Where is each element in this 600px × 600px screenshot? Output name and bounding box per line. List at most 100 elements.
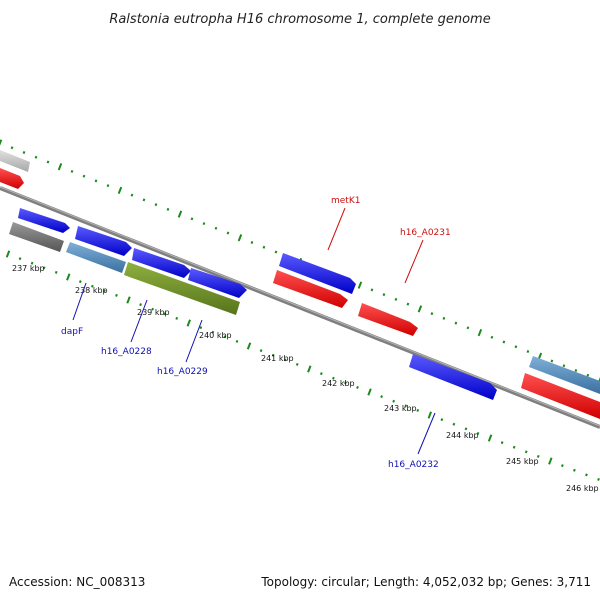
- outer-minor-tick: [274, 250, 278, 254]
- outer-minor-tick: [262, 245, 266, 249]
- inner-minor-tick: [356, 385, 359, 389]
- inner-major-tick: [487, 434, 493, 442]
- inner-minor-tick: [259, 349, 263, 353]
- outer-major-tick: [177, 210, 183, 218]
- scale-label: 244 kbp: [446, 431, 479, 440]
- inner-major-tick: [186, 319, 191, 327]
- outer-minor-tick: [430, 312, 434, 316]
- gene-feature-steel[interactable]: [66, 242, 126, 273]
- inner-minor-tick: [452, 422, 456, 426]
- inner-minor-tick: [585, 473, 588, 477]
- inner-minor-tick: [561, 464, 564, 468]
- gene-feature-red[interactable]: [521, 373, 600, 419]
- outer-minor-tick: [202, 222, 206, 226]
- outer-minor-tick: [214, 226, 218, 230]
- outer-major-tick: [357, 281, 363, 289]
- scale-label: 237 kbp: [12, 264, 45, 273]
- inner-minor-tick: [90, 284, 94, 288]
- gene-feature-steel[interactable]: [529, 356, 600, 394]
- outer-minor-tick: [466, 326, 470, 330]
- outer-minor-tick: [34, 155, 38, 159]
- scale-label: 243 kbp: [384, 404, 417, 413]
- inner-minor-tick: [476, 431, 480, 435]
- inner-minor-tick: [404, 404, 408, 408]
- inner-minor-tick: [271, 353, 275, 357]
- outer-minor-tick: [190, 217, 194, 221]
- gene-labels: dapF h16_A0228 h16_A0229 metK1 h16_A0231 h16_…: [61, 196, 451, 470]
- outer-major-tick: [237, 234, 243, 242]
- gene-feature-blue[interactable]: [132, 248, 191, 278]
- inner-major-tick: [126, 296, 131, 304]
- outer-major-tick: [477, 328, 483, 337]
- outer-major-tick: [57, 163, 63, 171]
- inner-minor-tick: [380, 395, 383, 399]
- outer-minor-tick: [250, 241, 254, 245]
- inner-minor-tick: [223, 335, 227, 339]
- inner-minor-tick: [319, 372, 323, 376]
- inner-minor-tick: [30, 261, 34, 265]
- gene-feature-blue-metK1[interactable]: [279, 253, 356, 294]
- inner-tick-ring: [5, 250, 600, 481]
- inner-major-tick: [246, 342, 252, 350]
- outer-minor-tick: [226, 231, 230, 235]
- scale-label: 245 kbp: [506, 457, 539, 466]
- inner-minor-tick: [199, 326, 203, 330]
- inner-minor-tick: [139, 303, 142, 307]
- gene-label-pointers: [72, 207, 436, 455]
- gene-feature-red-h16-A0231[interactable]: [358, 303, 418, 336]
- inner-minor-tick: [283, 358, 287, 362]
- outer-minor-tick: [106, 184, 110, 188]
- map-title: Ralstonia eutropha H16 chromosome 1, com…: [109, 12, 490, 27]
- outer-minor-tick: [142, 198, 146, 202]
- outer-minor-tick: [502, 340, 506, 344]
- inner-minor-tick: [392, 399, 396, 403]
- gene-label[interactable]: h16_A0231: [400, 228, 451, 238]
- inner-minor-tick: [332, 376, 335, 380]
- inner-major-tick: [548, 457, 553, 465]
- outer-minor-tick: [550, 359, 554, 363]
- gene-feature-olive[interactable]: [124, 262, 240, 315]
- inner-minor-tick: [175, 316, 179, 320]
- outer-minor-tick: [562, 364, 566, 368]
- gene-label[interactable]: dapF: [61, 327, 83, 337]
- outer-minor-tick: [514, 345, 518, 349]
- outer-minor-tick: [94, 179, 98, 183]
- gene-feature-blue[interactable]: [75, 226, 132, 256]
- scale-label: 240 kbp: [199, 331, 232, 340]
- gene-label[interactable]: h16_A0228: [101, 347, 152, 357]
- genome-backbone-highlight: [0, 186, 600, 427]
- gene-feature-light-gray[interactable]: [0, 150, 30, 172]
- inner-major-tick: [66, 273, 71, 281]
- gene-label[interactable]: h16_A0232: [388, 460, 439, 470]
- inner-minor-tick: [235, 339, 239, 343]
- outer-minor-tick: [46, 160, 50, 164]
- inner-minor-tick: [78, 280, 82, 284]
- outer-minor-tick: [394, 297, 398, 301]
- inner-minor-tick: [54, 270, 58, 274]
- gene-feature-gray[interactable]: [9, 222, 64, 252]
- outer-minor-tick: [490, 335, 494, 339]
- inner-minor-tick: [536, 454, 540, 458]
- outer-minor-tick: [370, 288, 374, 292]
- inner-minor-tick: [18, 257, 22, 261]
- outer-minor-tick: [586, 373, 590, 377]
- gene-feature-red[interactable]: [273, 270, 348, 308]
- outer-minor-tick: [130, 193, 134, 197]
- gene-feature-red[interactable]: [0, 168, 24, 189]
- gene-feature-blue[interactable]: [188, 268, 247, 298]
- gene-feature-blue[interactable]: [18, 208, 70, 233]
- outer-minor-tick: [382, 293, 386, 297]
- inner-minor-tick: [115, 293, 118, 297]
- inner-minor-tick: [344, 381, 347, 385]
- inner-minor-tick: [163, 312, 167, 316]
- gene-feature-blue-h16-A0232[interactable]: [409, 354, 497, 400]
- outer-major-tick: [0, 139, 3, 146]
- genome-backbone: [0, 186, 600, 429]
- gene-label[interactable]: metK1: [331, 196, 360, 206]
- outer-minor-tick: [526, 350, 530, 354]
- genome-summary-label: Topology: circular; Length: 4,052,032 bp…: [260, 575, 591, 589]
- gene-label[interactable]: h16_A0229: [157, 367, 208, 377]
- inner-minor-tick: [103, 289, 106, 293]
- inner-minor-tick: [42, 266, 46, 270]
